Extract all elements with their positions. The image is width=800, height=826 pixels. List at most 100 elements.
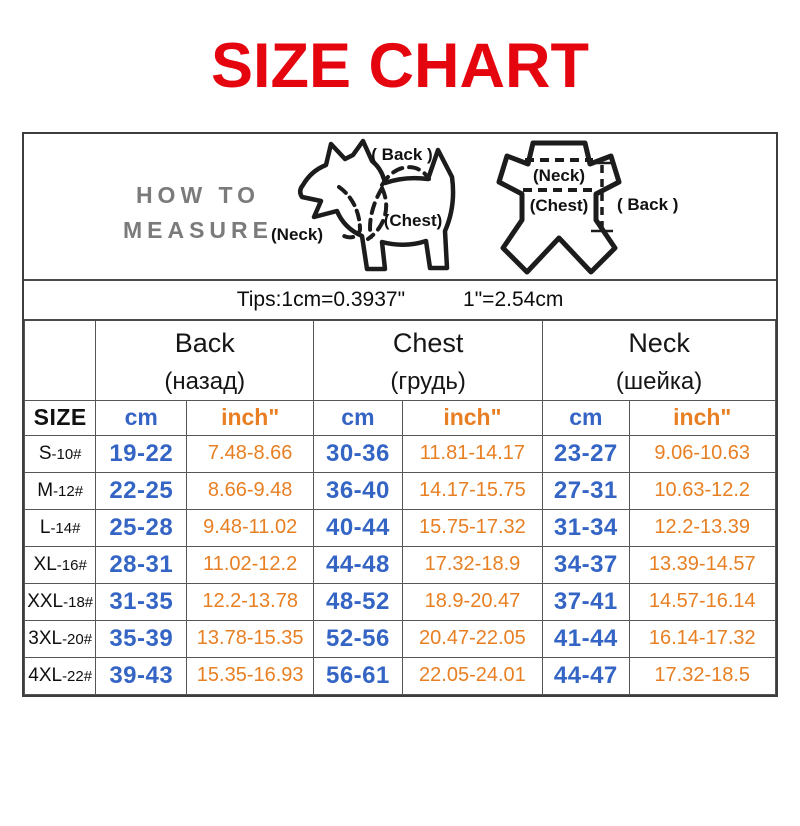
size-label: 4XL-22#: [23, 656, 97, 695]
neck-cm-value: 34-37: [542, 545, 630, 584]
group-neck-ru: (шейка): [615, 368, 703, 396]
neck-inch-value: 16.14-17.32: [628, 619, 776, 658]
neck-inch-header: inch": [628, 399, 776, 436]
neck-cm-value: 37-41: [542, 582, 630, 621]
neck-inch-value: 17.32-18.5: [628, 656, 776, 695]
neck-inch-value: 9.06-10.63: [628, 434, 776, 473]
chest-inch-value: 11.81-14.17: [401, 434, 544, 473]
size-chart-sheet: HOW TO MEASURE ( Back ) (Chest) (Neck): [22, 132, 778, 697]
neck-inch-value: 10.63-12.2: [628, 471, 776, 510]
size-suffix: -16#: [56, 556, 87, 574]
neck-cm-value: 31-34: [542, 508, 630, 547]
back-cm-value: 22-25: [95, 471, 188, 510]
size-column-header: SIZE: [23, 399, 97, 436]
back-inch-value: 9.48-11.02: [186, 508, 315, 547]
chest-cm-value: 40-44: [313, 508, 403, 547]
back-cm-value: 28-31: [95, 545, 188, 584]
size-label: S-10#: [23, 434, 97, 473]
dog-neck-dashed-line: [337, 185, 363, 240]
chest-inch-value: 15.75-17.32: [401, 508, 544, 547]
table-row-4xl: 4XL-22# 39-43 15.35-16.93 56-61 22.05-24…: [23, 656, 776, 695]
size-label: 3XL-20#: [23, 619, 97, 658]
how-to-measure-line2: MEASURE: [122, 217, 273, 243]
chest-inch-value: 20.47-22.05: [401, 619, 544, 658]
dog-chest-label: (Chest): [384, 211, 443, 230]
table-row-l: L-14# 25-28 9.48-11.02 40-44 15.75-17.32…: [23, 508, 776, 547]
garment-measurement-diagram-icon: (Neck) (Chest) ( Back ): [496, 140, 678, 275]
back-cm-value: 35-39: [95, 619, 188, 658]
back-inch-value: 11.02-12.2: [186, 545, 315, 584]
table-unit-header-row: SIZE cm inch" cm inch" cm inch": [23, 399, 776, 436]
neck-cm-value: 27-31: [542, 471, 630, 510]
size-label: M-12#: [23, 471, 97, 510]
neck-inch-value: 13.39-14.57: [628, 545, 776, 584]
back-cm-value: 25-28: [95, 508, 188, 547]
back-inch-value: 13.78-15.35: [186, 619, 315, 658]
chest-cm-value: 30-36: [313, 434, 403, 473]
chest-inch-value: 22.05-24.01: [401, 656, 544, 695]
dog-back-label: ( Back ): [371, 145, 432, 164]
chest-inch-header: inch": [401, 399, 544, 436]
size-label: XXL-18#: [23, 582, 97, 621]
how-to-measure-line1: HOW TO: [135, 182, 261, 208]
neck-inch-value: 14.57-16.14: [628, 582, 776, 621]
back-cm-value: 19-22: [95, 434, 188, 473]
size-label: XL-16#: [23, 545, 97, 584]
table-row-xxl: XXL-18# 31-35 12.2-13.78 48-52 18.9-20.4…: [23, 582, 776, 621]
back-inch-value: 12.2-13.78: [186, 582, 315, 621]
size-suffix: -22#: [62, 667, 93, 685]
back-inch-value: 7.48-8.66: [186, 434, 315, 473]
back-cm-header: cm: [95, 399, 188, 436]
neck-cm-value: 44-47: [542, 656, 630, 695]
group-back-en: Back: [174, 328, 235, 359]
group-neck-en: Neck: [628, 328, 690, 359]
neck-inch-value: 12.2-13.39: [628, 508, 776, 547]
garment-chest-label: (Chest): [530, 196, 589, 215]
table-group-header-row: Back (назад) Chest (грудь) Neck (шейка): [23, 319, 776, 401]
page-title: SIZE CHART: [211, 31, 589, 101]
group-header-neck: Neck (шейка): [542, 319, 776, 401]
garment-neck-label: (Neck): [533, 166, 585, 185]
chest-inch-value: 18.9-20.47: [401, 582, 544, 621]
table-row-xl: XL-16# 28-31 11.02-12.2 44-48 17.32-18.9…: [23, 545, 776, 584]
back-cm-value: 31-35: [95, 582, 188, 621]
size-main: XL: [33, 553, 57, 575]
dog-back-dashed-line: [380, 165, 431, 187]
table-row-s: S-10# 19-22 7.48-8.66 30-36 11.81-14.17 …: [23, 434, 776, 473]
neck-cm-value: 41-44: [542, 619, 630, 658]
group-chest-en: Chest: [392, 328, 464, 359]
conversion-tips-row: Tips:1cm=0.3937" 1"=2.54cm: [24, 279, 776, 319]
size-main: M: [37, 479, 54, 501]
size-main: XXL: [27, 590, 64, 612]
how-to-measure-section: HOW TO MEASURE ( Back ) (Chest) (Neck): [24, 134, 776, 279]
neck-cm-value: 23-27: [542, 434, 630, 473]
neck-cm-header: cm: [542, 399, 630, 436]
chest-cm-header: cm: [313, 399, 403, 436]
size-main: S: [38, 442, 52, 464]
dog-outline: [298, 138, 456, 272]
group-chest-ru: (грудь): [390, 368, 466, 396]
size-chart-page: SIZE CHART HOW TO MEASURE ( Back ) (Ches…: [0, 26, 800, 826]
chest-cm-value: 36-40: [313, 471, 403, 510]
size-suffix: -14#: [50, 519, 81, 537]
size-main: 3XL: [28, 627, 63, 649]
group-header-empty: [23, 319, 97, 401]
back-cm-value: 39-43: [95, 656, 188, 695]
dog-neck-label: (Neck): [271, 225, 323, 244]
size-main: 4XL: [28, 664, 63, 686]
table-row-m: M-12# 22-25 8.66-9.48 36-40 14.17-15.75 …: [23, 471, 776, 510]
dog-measurement-diagram-icon: ( Back ) (Chest) (Neck): [271, 138, 456, 272]
size-main: L: [39, 516, 51, 538]
garment-outline: [496, 140, 622, 275]
garment-back-label: ( Back ): [617, 195, 678, 214]
chest-cm-value: 48-52: [313, 582, 403, 621]
group-back-ru: (назад): [164, 368, 246, 396]
size-suffix: -12#: [53, 482, 84, 500]
size-suffix: -18#: [63, 593, 94, 611]
chest-cm-value: 44-48: [313, 545, 403, 584]
group-header-back: Back (назад): [95, 319, 315, 401]
chest-inch-value: 14.17-15.75: [401, 471, 544, 510]
chest-inch-value: 17.32-18.9: [401, 545, 544, 584]
back-inch-value: 8.66-9.48: [186, 471, 315, 510]
group-header-chest: Chest (грудь): [313, 319, 544, 401]
